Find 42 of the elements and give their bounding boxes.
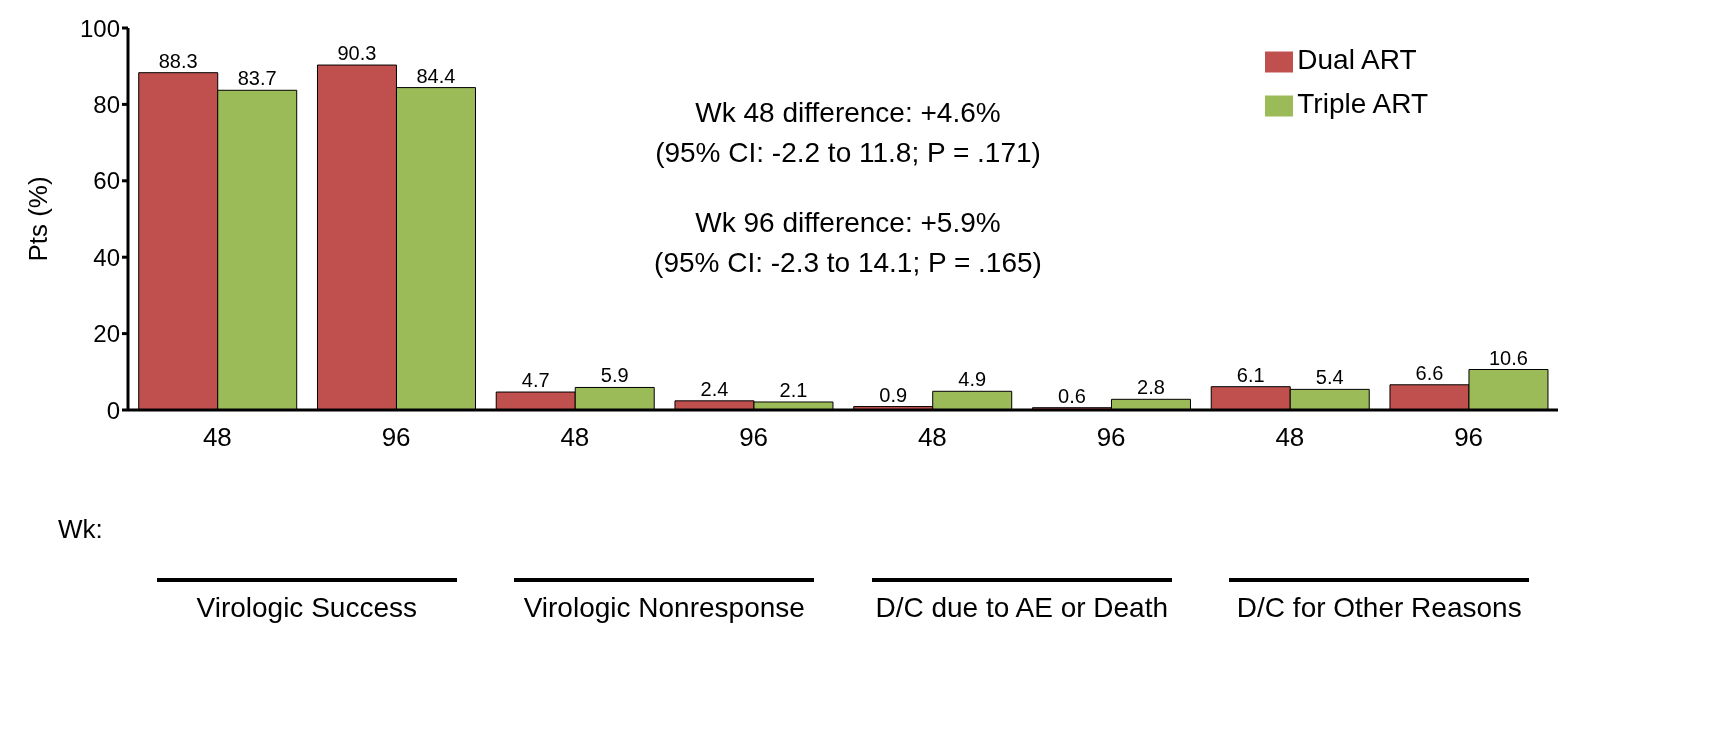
data-label: 6.1 xyxy=(1236,363,1265,386)
annotation: (95% CI: -2.3 to 14.1; P = .165) xyxy=(653,246,1043,280)
x-tick-label: 96 xyxy=(739,422,769,453)
data-label: 90.3 xyxy=(337,42,377,65)
x-tick-label: 48 xyxy=(1275,422,1305,453)
data-label: 0.6 xyxy=(1058,384,1086,407)
annotation: Wk 96 difference: +5.9% xyxy=(694,206,1002,240)
data-label: 10.6 xyxy=(1489,346,1528,369)
data-label: 5.4 xyxy=(1315,366,1344,389)
data-label: 6.6 xyxy=(1415,361,1444,384)
y-tick-label: 0 xyxy=(106,396,120,424)
legend-label: Dual ART xyxy=(1297,44,1417,75)
y-tick-label: 80 xyxy=(93,90,120,118)
data-label: 88.3 xyxy=(158,49,198,72)
annotation: Wk 48 difference: +4.6% xyxy=(694,96,1002,130)
y-axis-title: Pts (%) xyxy=(23,176,54,262)
text: Wk: xyxy=(58,514,103,545)
legend-label: Triple ART xyxy=(1297,88,1428,119)
x-tick-label: 96 xyxy=(381,422,411,453)
data-label: 2.1 xyxy=(779,378,808,401)
data-label: 0.9 xyxy=(879,383,908,406)
x-tick-label: 48 xyxy=(917,422,947,453)
y-tick-label: 20 xyxy=(93,320,120,348)
data-label: 5.9 xyxy=(600,364,629,387)
data-label: 83.7 xyxy=(237,67,277,90)
data-label: 2.4 xyxy=(700,377,729,400)
y-tick-label: 40 xyxy=(93,243,120,271)
x-tick-label: 96 xyxy=(1096,422,1126,453)
annotation: (95% CI: -2.2 to 11.8; P = .171) xyxy=(654,136,1042,170)
data-label: 4.9 xyxy=(958,368,987,391)
text: Virologic Nonresponse xyxy=(514,578,815,626)
text: D/C for Other Reasons xyxy=(1229,578,1530,626)
data-label: 4.7 xyxy=(521,369,550,392)
data-label: 84.4 xyxy=(416,64,456,87)
data-label: 2.8 xyxy=(1137,376,1165,399)
y-tick-label: 60 xyxy=(93,167,120,195)
text: Virologic Success xyxy=(156,578,457,626)
x-tick-label: 96 xyxy=(1454,422,1484,453)
text: D/C due to AE or Death xyxy=(871,578,1172,626)
x-tick-label: 48 xyxy=(202,422,232,453)
x-tick-label: 48 xyxy=(560,422,590,453)
y-tick-label: 100 xyxy=(79,14,120,42)
